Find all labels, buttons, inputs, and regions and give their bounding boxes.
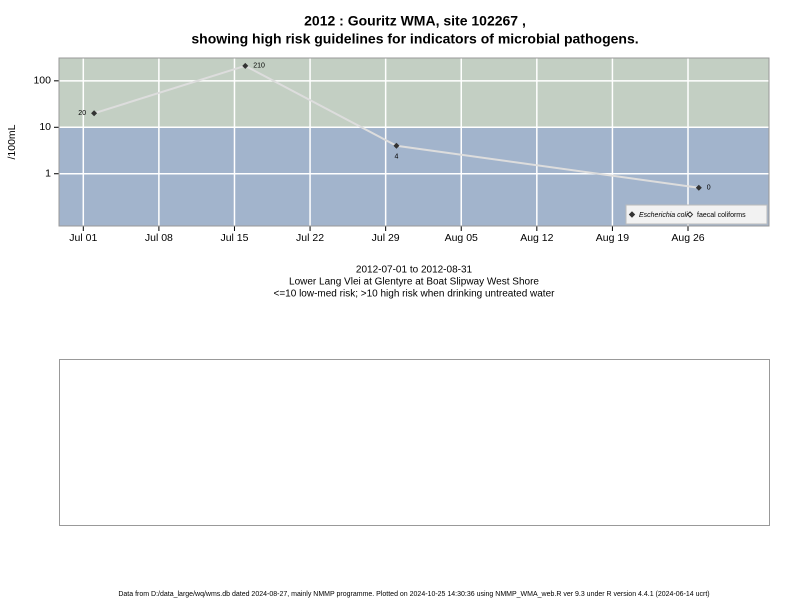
chart-title: 2012 : Gouritz WMA, site 102267 ,: [304, 13, 526, 29]
series-line: [93, 64, 699, 189]
x-tick-label: Aug 05: [445, 232, 478, 244]
legend-marker: [686, 211, 694, 218]
x-tick-label: Jul 29: [372, 232, 400, 244]
caption: Lower Lang Vlei at Glentyre at Boat Slip…: [289, 277, 539, 288]
plot-frame: [58, 57, 770, 227]
data-label: 0: [707, 185, 711, 192]
x-tick-label: Jul 08: [145, 232, 173, 244]
data-label: 4: [394, 154, 398, 161]
x-tick-label: Aug 12: [520, 232, 553, 244]
x-tick-label: Jul 22: [296, 232, 324, 244]
y-tick-label: 1: [45, 168, 51, 180]
chart-title: showing high risk guidelines for indicat…: [191, 31, 638, 47]
x-tick-label: Aug 26: [671, 232, 704, 244]
data-label: 210: [253, 63, 265, 70]
data-label: 20: [78, 110, 86, 117]
footer: Data from D:/data_large/wq/wms.db dated …: [118, 591, 709, 598]
data-point: [91, 110, 98, 117]
x-tick-label: Jul 15: [220, 232, 248, 244]
x-tick-label: Aug 19: [596, 232, 629, 244]
data-point: [242, 62, 249, 69]
x-tick-label: Jul 01: [69, 232, 97, 244]
legend-label: Escherichia coli: [639, 212, 688, 219]
legend-marker: [628, 211, 636, 218]
legend-box: [625, 204, 768, 225]
data-point: [393, 142, 400, 149]
y-axis-label: /100mL: [6, 124, 18, 159]
data-point: [695, 184, 702, 191]
y-tick-label: 100: [33, 75, 51, 87]
y-tick-label: 10: [39, 121, 51, 133]
legend-label: faecal coliforms: [697, 212, 746, 219]
empty-panel: [59, 359, 770, 526]
high-risk-band: [59, 58, 769, 128]
caption: 2012-07-01 to 2012-08-31: [356, 265, 473, 276]
caption: <=10 low-med risk; >10 high risk when dr…: [274, 289, 556, 300]
